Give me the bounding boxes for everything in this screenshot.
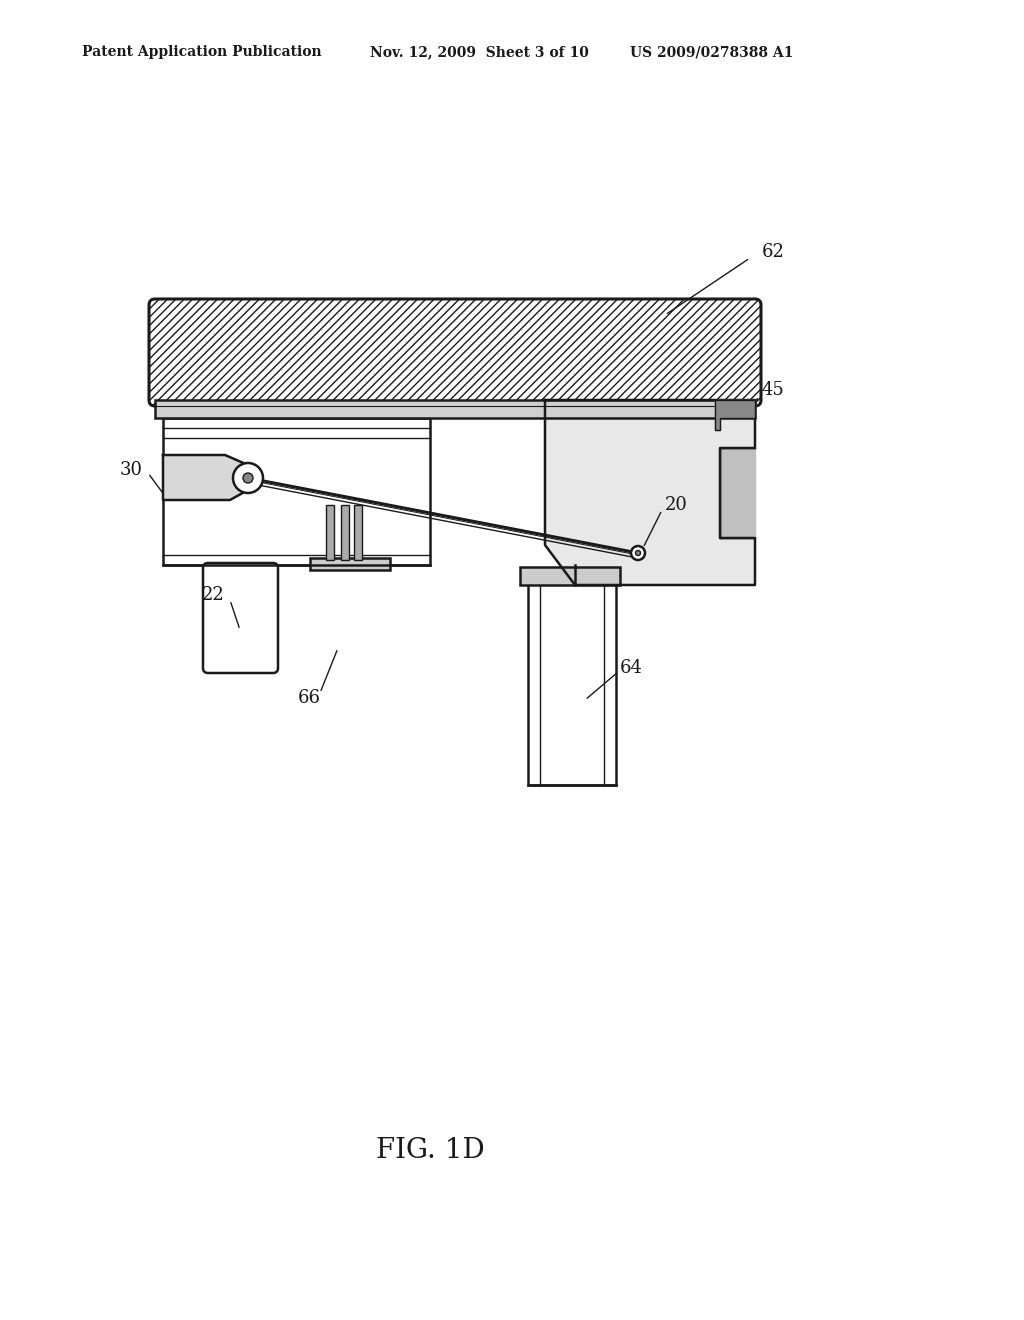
Text: 64: 64 — [620, 659, 643, 677]
Bar — [341, 506, 349, 560]
Bar — [155, 400, 755, 418]
Bar — [326, 506, 334, 560]
Polygon shape — [720, 447, 755, 539]
Polygon shape — [715, 400, 755, 430]
Circle shape — [243, 473, 253, 483]
Circle shape — [636, 550, 640, 556]
Text: FIG. 1D: FIG. 1D — [376, 1137, 484, 1163]
Text: 30: 30 — [120, 461, 143, 479]
FancyBboxPatch shape — [150, 300, 761, 407]
Polygon shape — [163, 455, 248, 500]
Bar — [163, 418, 430, 565]
Text: 20: 20 — [665, 496, 688, 513]
Text: Patent Application Publication: Patent Application Publication — [82, 45, 322, 59]
FancyBboxPatch shape — [203, 564, 278, 673]
Circle shape — [631, 546, 645, 560]
Text: Nov. 12, 2009  Sheet 3 of 10: Nov. 12, 2009 Sheet 3 of 10 — [370, 45, 589, 59]
Bar — [354, 506, 362, 560]
Text: 66: 66 — [298, 689, 321, 708]
Bar — [520, 568, 620, 585]
Text: 22: 22 — [202, 586, 224, 605]
Text: US 2009/0278388 A1: US 2009/0278388 A1 — [630, 45, 794, 59]
Text: 62: 62 — [762, 243, 784, 261]
Polygon shape — [545, 400, 755, 585]
Text: 45: 45 — [762, 381, 784, 399]
Circle shape — [233, 463, 263, 492]
Bar — [528, 576, 616, 785]
Bar — [310, 558, 390, 570]
